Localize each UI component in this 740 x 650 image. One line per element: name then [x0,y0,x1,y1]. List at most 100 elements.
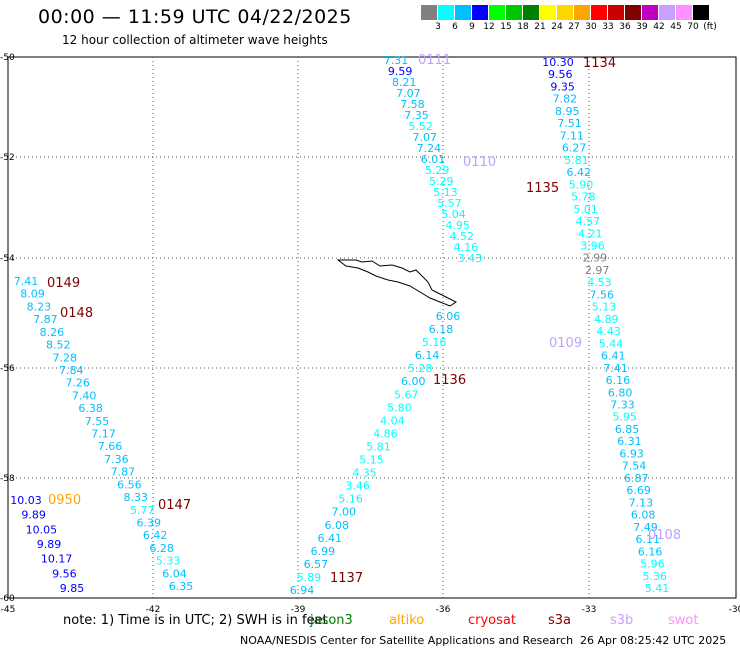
wave-height-value: 7.07 [413,131,438,144]
legend-label: 21 [534,22,546,32]
legend-label: 30 [585,22,597,32]
wave-height-value: 7.26 [65,377,90,390]
legend-swatch [693,5,710,20]
wave-height-value: 7.28 [53,351,78,364]
wave-height-value: 6.39 [136,516,161,529]
wave-height-value: 7.31 [384,54,409,67]
wave-height-value: 5.13 [592,301,617,314]
wave-height-value: 5.80 [387,401,412,414]
lat-tick-label: -56 [0,364,15,374]
pass-time-label: 0950 [48,493,81,508]
wave-height-value: 7.11 [560,129,585,142]
pass-time-label: 0149 [47,276,80,291]
legend-label: 27 [568,22,580,32]
wave-height-value: 5.44 [599,337,624,350]
legend-labels: 3 6 9 12 15 18 21 24 27 30 33 36 39 42 45 70 (ft) [421,20,740,34]
wave-height-value: 5.96 [640,558,665,571]
wave-height-value: 8.26 [40,326,65,339]
lat-tick-label: -58 [0,474,15,484]
wave-height-value: 5.28 [408,362,433,375]
wave-height-value: 3.46 [345,480,370,493]
wave-height-value: 10.05 [26,523,58,536]
wave-height-value: 5.77 [130,504,155,517]
wave-height-value: 5.13 [433,186,458,199]
legend-swatch [540,5,557,20]
pass-time-label: 0110 [463,155,496,170]
wave-height-value: 7.17 [91,428,116,441]
legend-label: 15 [500,22,512,32]
wave-height-value: 5.67 [394,388,419,401]
wave-height-value: 7.49 [633,521,658,534]
wave-height-value: 5.36 [642,570,667,583]
legend-swatch [455,5,472,20]
wave-height-value: 7.56 [589,288,614,301]
pass-time-label: 0147 [158,498,191,513]
timestamp: 26 Apr 08:25:42 UTC 2025 [580,634,727,647]
wave-height-value: 8.23 [27,300,52,313]
legend-label: 24 [551,22,563,32]
legend-swatch [625,5,642,20]
legend-label: 3 [435,22,441,32]
wave-height-value: 6.56 [117,478,142,491]
wave-height-value: 7.13 [629,496,654,509]
pass-time-label: 1136 [433,373,466,388]
satellite-swot: swot [668,613,699,628]
wave-height-value: 6.93 [619,447,644,460]
legend-label: 39 [636,22,648,32]
wave-height-value: 7.87 [111,466,136,479]
pass-time-label: 0111 [418,53,451,68]
satellite-s3a: s3a [548,613,572,628]
wave-height-value: 5.57 [437,197,462,210]
legend-swatch [472,5,489,20]
wave-height-value: 6.14 [415,349,440,362]
wave-height-value: 4.86 [373,427,398,440]
wave-height-value: 6.01 [421,153,446,166]
map-frame [7,56,737,599]
wave-height-value: 8.52 [46,339,71,352]
wave-height-value: 8.09 [20,288,45,301]
lon-tick-label: -33 [582,605,597,615]
satellite-cryosat: cryosat [468,613,516,628]
legend-swatch [608,5,625,20]
map-title: 00:00 — 11:59 UTC 04/22/2025 [38,6,352,28]
wave-height-value: 4.21 [578,227,603,240]
wave-height-value: 3.43 [458,252,483,265]
legend-swatch [574,5,591,20]
wave-height-value: 6.00 [401,375,426,388]
legend-swatch [676,5,693,20]
wave-height-value: 9.89 [21,509,46,522]
wave-height-value: 7.24 [417,142,442,155]
wave-height-value: 7.58 [400,98,425,111]
map-subtitle: 12 hour collection of altimeter wave hei… [62,33,328,47]
wave-height-value: 7.84 [59,364,84,377]
legend-swatch [659,5,676,20]
wave-height-value: 7.00 [331,506,356,519]
lon-tick-label: -30 [729,605,740,615]
wave-height-value: 5.16 [422,336,447,349]
wave-height-value: 10.17 [41,553,73,566]
wave-height-legend: 3 6 9 12 15 18 21 24 27 30 33 36 39 42 45 70 (ft) [421,5,740,34]
wave-height-value: 6.41 [601,350,626,363]
wave-height-value: 5.78 [571,191,596,204]
legend-label: 45 [670,22,682,32]
wave-height-value: 7.35 [404,109,429,122]
wave-height-value: 9.85 [60,582,85,595]
wave-height-value: 6.69 [626,484,651,497]
wave-height-value: 5.95 [613,411,638,424]
wave-height-value: 4.53 [587,276,612,289]
wave-height-value: 5.29 [425,164,450,177]
wave-height-value: 9.89 [37,538,62,551]
wave-height-value: 6.38 [78,402,103,415]
lon-tick-label: -39 [291,605,306,615]
wave-height-value: 6.16 [638,545,663,558]
wave-height-value: 7.41 [603,362,628,375]
wave-height-value: 6.06 [436,310,461,323]
lat-tick-label: -60 [0,594,15,604]
wave-height-value: 4.52 [450,230,475,243]
wave-height-value: 8.21 [392,76,417,89]
wave-height-value: 7.54 [622,460,647,473]
wave-height-value: 7.51 [557,117,582,130]
legend-label: 70 [687,22,699,32]
wave-height-value: 6.42 [143,529,168,542]
wave-height-value: 10.30 [542,56,574,69]
